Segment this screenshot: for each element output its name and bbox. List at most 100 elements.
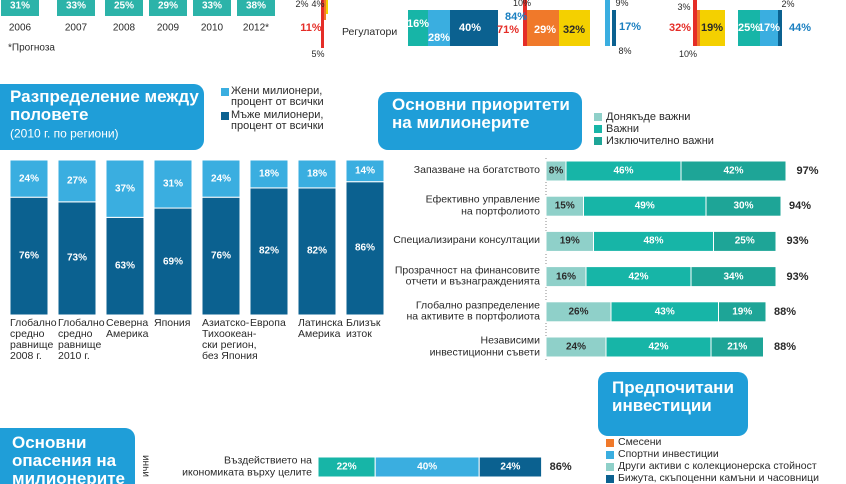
value-label: 26% <box>568 306 589 318</box>
y-tick-label: Ефективно управление на портфолиото <box>425 193 540 218</box>
strip-label: 32% <box>562 23 586 36</box>
strip-box <box>527 10 559 46</box>
value-label: 48% <box>643 235 664 247</box>
strip-box <box>326 0 328 14</box>
value-label: 42% <box>648 341 669 353</box>
value-label: 24% <box>500 461 521 473</box>
strip-box <box>450 10 498 46</box>
side-text: ични <box>140 455 152 477</box>
x-tick-label: Латинска Америка <box>298 317 343 341</box>
x-tick-label: 2007 <box>64 22 88 34</box>
strip-label: 5% <box>311 49 325 60</box>
note: *Прогноза <box>8 42 55 54</box>
strip-label: 32% <box>668 21 692 34</box>
bar-segment <box>345 159 385 183</box>
bar-segment <box>680 160 787 182</box>
bar <box>193 0 231 16</box>
value-label: 25% <box>113 0 135 12</box>
value-label: 40% <box>417 461 438 473</box>
x-tick-label: Европа <box>250 317 286 329</box>
bar-segment <box>105 159 145 218</box>
value-label: 82% <box>258 245 280 257</box>
strip-label: 19% <box>700 21 724 34</box>
value-label: 42% <box>628 271 649 283</box>
strip-box <box>697 10 700 46</box>
strip-label: 10% <box>678 49 698 60</box>
strip-label: 17% <box>757 21 781 34</box>
value-label: 16% <box>555 271 577 283</box>
legend-label: Изключително важни <box>606 134 714 147</box>
value-label: 31% <box>9 0 31 12</box>
strip-label: 9% <box>615 0 629 9</box>
value-label: 49% <box>634 200 655 212</box>
x-tick-label: Глобално средно равнище 2008 г. <box>10 317 57 363</box>
bar <box>149 0 187 16</box>
strip-label: 8% <box>618 46 632 57</box>
value-label: 73% <box>66 252 88 264</box>
chart-subtitle: (2010 г. по региони) <box>10 126 119 141</box>
value-label: 29% <box>157 0 179 12</box>
x-tick-label: Азиатско- Тихоокеан- ски регион, без Япо… <box>202 317 258 363</box>
strip-label: 40% <box>458 21 482 34</box>
value-label: 24% <box>18 173 40 185</box>
value-label: 18% <box>306 168 328 180</box>
strip-label: 29% <box>533 23 557 36</box>
bar <box>105 0 143 16</box>
legend-label: Спортни инвестиции <box>618 448 719 461</box>
x-tick-label: Глобално средно равнище 2010 г. <box>58 317 105 363</box>
bar-segment <box>705 195 782 217</box>
value-label: 76% <box>18 250 40 262</box>
strip-box <box>559 10 590 46</box>
strip-box <box>324 0 326 20</box>
strip-label: 10% <box>512 0 532 9</box>
strip-label: 2% <box>781 0 795 10</box>
x-tick-label: Близък изток <box>346 317 381 341</box>
legend-label: Смесени <box>618 436 662 449</box>
total-label: 86% <box>549 460 572 473</box>
value-label: 34% <box>723 271 744 283</box>
x-tick-label: 2006 <box>8 22 32 34</box>
value-label: 42% <box>723 165 744 177</box>
legend-label: Бижута, скъпоценни камъни и часовници <box>618 472 820 484</box>
strip-label: 25% <box>737 21 761 34</box>
strip-label: 84% <box>504 10 528 23</box>
chart-title: Основни опасения на милионерите <box>12 433 125 484</box>
value-label: 24% <box>565 341 587 353</box>
total-label: 94% <box>789 200 812 213</box>
value-label: 18% <box>258 168 280 180</box>
bar-segment <box>201 159 241 198</box>
value-label: 31% <box>162 178 184 190</box>
legend-swatch <box>594 113 602 121</box>
y-tick-label: Глобално разпределение на активите в пор… <box>406 299 541 323</box>
y-tick-label: Прозрачност на финансовите отчети и възн… <box>394 264 540 288</box>
bar-segment <box>57 159 97 203</box>
value-label: 37% <box>114 183 136 195</box>
y-tick-label: Независими инвестиционни съвети <box>429 334 540 358</box>
bar <box>1 0 39 16</box>
value-label: 21% <box>727 341 748 353</box>
strip-box <box>612 10 616 46</box>
title-bubble <box>0 428 135 484</box>
legend-label: Донякъде важни <box>606 110 691 123</box>
legend-swatch <box>606 439 614 447</box>
value-label: 19% <box>732 306 753 318</box>
value-label: 27% <box>66 175 88 187</box>
strip-label: 71% <box>496 23 520 36</box>
strip-box <box>738 10 760 46</box>
y-tick-label: Запазване на богатството <box>413 164 540 177</box>
bar-segment <box>249 159 289 189</box>
bar-segment <box>713 230 777 252</box>
x-tick-label: 2009 <box>156 22 180 34</box>
value-label: 14% <box>354 165 376 177</box>
strip-box <box>408 10 428 46</box>
y-tick-label: Въздействието на икономиката върху целит… <box>182 454 312 478</box>
bar-segment <box>153 207 193 316</box>
bar-segment <box>249 187 289 316</box>
value-label: 86% <box>354 242 376 254</box>
x-tick-label: 2008 <box>112 22 136 34</box>
value-label: 63% <box>114 260 136 272</box>
strip-label: 2% <box>295 0 309 10</box>
x-tick-label: Северна Америка <box>106 317 149 341</box>
